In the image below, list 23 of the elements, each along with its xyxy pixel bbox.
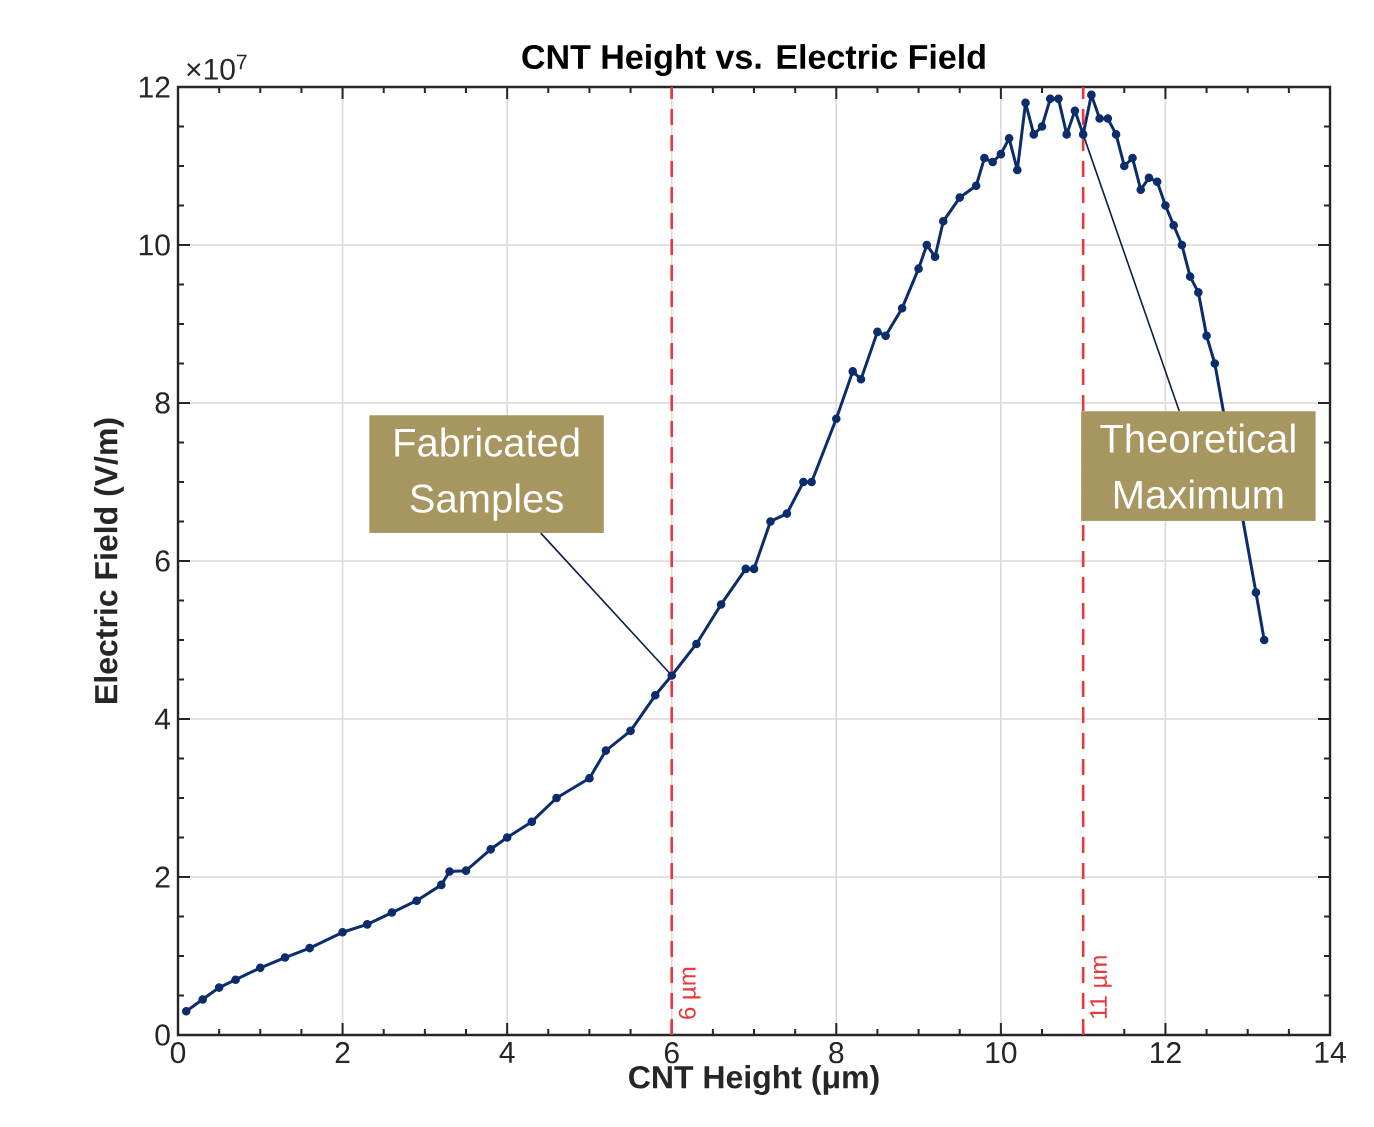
y-tick-label: 4 xyxy=(154,708,171,730)
x-tick-label: 8 xyxy=(829,1042,844,1064)
annotation: Fabricated Samples xyxy=(395,427,579,521)
x-tick-label: 4 xyxy=(499,1042,515,1063)
x-tick-label: 14 xyxy=(1315,1042,1346,1063)
x-tick-label: 6 xyxy=(664,1042,679,1064)
ref-line-label: 6 µm xyxy=(678,967,701,1019)
text: ×10$^{7}$ xyxy=(187,54,247,80)
x-axis-title: CNT Height (μm) xyxy=(629,1065,879,1095)
chart-title: CNT Height vs. Electric Field xyxy=(522,44,985,76)
annotation: Theoretical Maximum xyxy=(1100,423,1295,509)
y-axis-title: Electric Field (V/m) xyxy=(94,418,124,703)
y-tick-label: 2 xyxy=(155,866,170,888)
x-tick-label: 0 xyxy=(170,1042,186,1064)
y-tick-label: 6 xyxy=(155,550,170,572)
x-tick-label: 2 xyxy=(335,1042,350,1063)
ref-line-label: 11 µm xyxy=(1090,956,1112,1019)
y-tick-label: 10 xyxy=(139,234,170,256)
y-tick-label: 8 xyxy=(155,392,170,414)
y-tick-label: 12 xyxy=(139,76,170,98)
x-tick-label: 10 xyxy=(986,1042,1017,1064)
y-tick-label: 0 xyxy=(155,1024,170,1046)
x-tick-label: 12 xyxy=(1151,1042,1181,1063)
